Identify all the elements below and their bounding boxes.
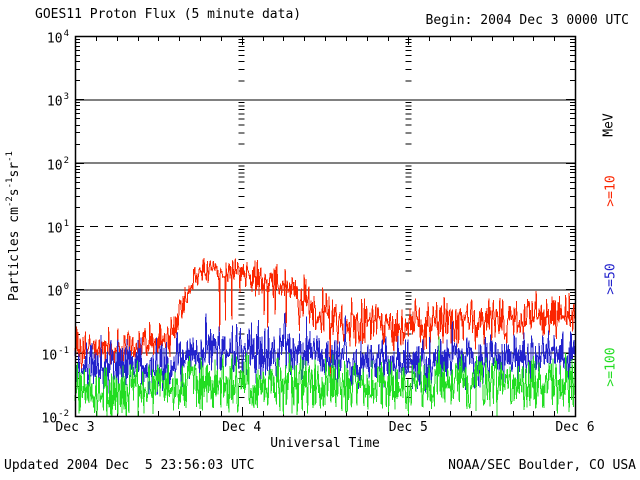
- updated-timestamp: Updated 2004 Dec 5 23:56:03 UTC: [4, 458, 255, 473]
- organization-label: NOAA/SEC Boulder, CO USA: [448, 458, 636, 473]
- y-tick-label: 103: [46, 92, 69, 110]
- page-title: GOES11 Proton Flux (5 minute data): [35, 7, 302, 22]
- x-tick-label: Dec 5: [388, 420, 428, 435]
- y-axis-label: Particles cm-2s-1sr-1: [4, 151, 23, 301]
- x-tick-label: Dec 6: [555, 420, 595, 435]
- y-tick-label: 10-1: [41, 345, 70, 363]
- data-traces: [74, 258, 576, 417]
- x-axis-label: Universal Time: [270, 436, 380, 451]
- y-tick-label: 102: [46, 155, 69, 173]
- series-label-ge100: >=100: [603, 347, 619, 387]
- y-tick-label: 101: [46, 219, 69, 237]
- series-line->=100: [74, 336, 576, 417]
- begin-time-label: Begin: 2004 Dec 3 0000 UTC: [425, 13, 630, 28]
- y-tick-label: 10-2: [41, 409, 70, 427]
- series-label-ge10: >=10: [603, 175, 619, 207]
- y-tick-label: 100: [46, 282, 69, 300]
- series-label-ge50: >=50: [603, 263, 619, 295]
- x-tick-label: Dec 3: [55, 420, 95, 435]
- x-tick-label: Dec 4: [222, 420, 262, 435]
- plot-frame: [74, 35, 577, 418]
- right-axis-unit-label: MeV: [601, 113, 617, 137]
- y-tick-label: 104: [46, 29, 69, 47]
- gridlines: [75, 38, 575, 398]
